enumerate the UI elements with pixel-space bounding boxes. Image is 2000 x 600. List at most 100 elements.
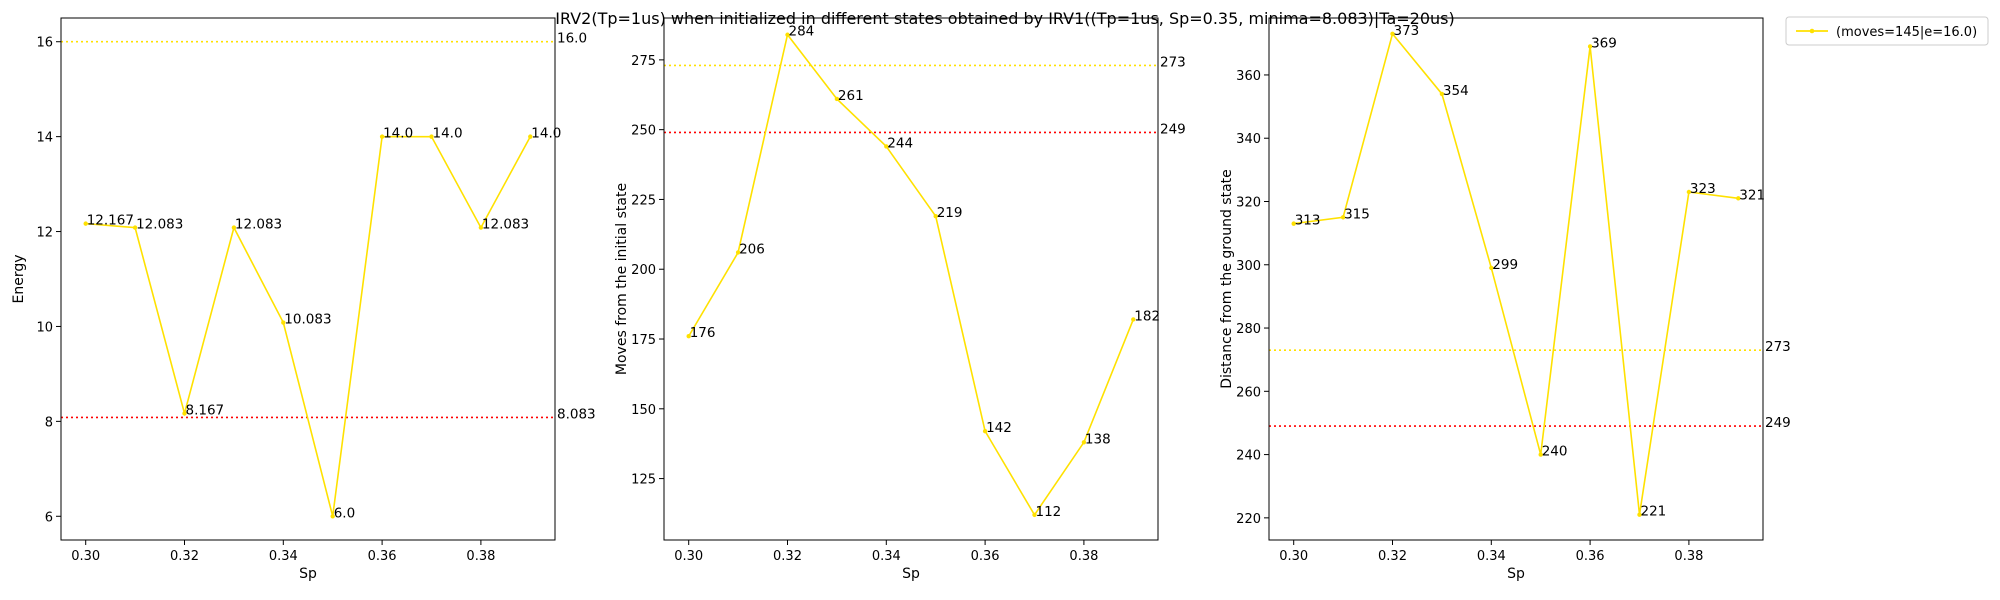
y-tick-label: 175 <box>631 333 656 348</box>
data-point <box>785 32 790 37</box>
y-tick-label: 260 <box>1236 385 1261 400</box>
data-point <box>735 250 741 255</box>
y-tick-label: 16 <box>36 36 53 51</box>
data-label: 12.083 <box>235 217 282 233</box>
data-point <box>1439 91 1445 97</box>
data-point <box>1736 196 1741 201</box>
x-tick-label: 0.30 <box>1279 549 1308 564</box>
data-point <box>478 225 484 230</box>
y-tick-label: 6 <box>45 510 53 525</box>
x-tick-label: 0.32 <box>1378 549 1407 564</box>
data-point <box>1390 31 1395 37</box>
data-label: 313 <box>1295 213 1321 229</box>
y-tick-label: 240 <box>1236 449 1261 464</box>
x-tick-label: 0.38 <box>1674 549 1703 564</box>
data-point <box>1081 440 1087 445</box>
legend-marker-sample <box>1809 28 1815 34</box>
data-label: 6.0 <box>334 505 355 521</box>
x-tick-label: 0.34 <box>1477 549 1506 564</box>
data-point <box>1538 452 1543 457</box>
x-axis-label: Sp <box>299 566 317 582</box>
data-label: 14.0 <box>433 126 463 142</box>
x-tick-label: 0.38 <box>466 549 495 564</box>
reference-line-label: 249 <box>1765 415 1791 431</box>
y-axis-label: Moves from the initial state <box>614 183 630 375</box>
axes-frame <box>663 17 1159 541</box>
x-tick-label: 0.30 <box>71 549 100 564</box>
y-tick-label: 14 <box>36 131 53 146</box>
data-label: 240 <box>1542 444 1568 460</box>
data-point <box>933 213 938 219</box>
data-point <box>83 221 88 226</box>
reference-line-label: 16.0 <box>557 31 587 47</box>
data-point <box>330 514 335 519</box>
data-point <box>1637 512 1642 517</box>
reference-line-label: 273 <box>1765 339 1791 355</box>
data-point <box>528 134 533 139</box>
series-line <box>85 135 532 517</box>
data-point <box>686 334 691 339</box>
y-tick-label: 340 <box>1236 132 1261 147</box>
data-label: 14.0 <box>383 126 413 142</box>
x-tick-label: 0.36 <box>971 549 1000 564</box>
data-label: 8.167 <box>186 402 225 418</box>
data-point <box>1291 221 1296 226</box>
data-label: 14.0 <box>531 126 561 142</box>
data-label: 369 <box>1591 35 1617 51</box>
data-point <box>834 96 840 102</box>
data-label: 244 <box>887 135 913 151</box>
x-tick-label: 0.34 <box>872 549 901 564</box>
y-tick-label: 275 <box>631 54 656 69</box>
chart-panel-2: 273 249 176 206 284 261 244 219 142 112 138 182 0.30… <box>614 17 1186 582</box>
data-label: 284 <box>789 24 815 40</box>
y-axis-label: Distance from the ground state <box>1219 169 1235 389</box>
data-label: 315 <box>1344 206 1370 222</box>
y-tick-label: 220 <box>1236 512 1261 527</box>
x-tick-label: 0.30 <box>674 549 703 564</box>
x-axis-label: Sp <box>1507 566 1525 582</box>
data-point <box>1131 317 1136 322</box>
data-point <box>884 144 889 149</box>
data-point <box>1489 265 1494 271</box>
legend-label: (moves=145|e=16.0) <box>1836 25 1977 40</box>
series-line <box>1293 32 1739 515</box>
data-label: 10.083 <box>284 312 331 328</box>
data-point <box>1587 44 1593 49</box>
data-point <box>182 411 187 416</box>
y-tick-label: 280 <box>1236 322 1261 337</box>
x-tick-label: 0.34 <box>269 549 298 564</box>
y-tick-label: 250 <box>631 124 656 139</box>
data-point <box>231 225 237 230</box>
data-label: 176 <box>690 325 716 341</box>
x-tick-label: 0.32 <box>170 549 199 564</box>
y-tick-label: 320 <box>1236 195 1261 210</box>
chart-panel-3: 273 249 313 315 373 354 299 240 369 221 323 321 0.30… <box>1219 17 1791 582</box>
data-point <box>1340 215 1346 220</box>
data-label: 219 <box>937 205 963 221</box>
data-label: 182 <box>1134 308 1160 324</box>
data-label: 12.083 <box>136 217 183 233</box>
data-label: 261 <box>838 88 864 104</box>
y-tick-label: 225 <box>631 193 656 208</box>
data-label: 299 <box>1492 257 1518 273</box>
y-tick-label: 200 <box>631 263 656 278</box>
y-tick-label: 360 <box>1236 69 1261 84</box>
legend: (moves=145|e=16.0) <box>1785 16 1989 46</box>
data-label: 221 <box>1641 504 1667 520</box>
axes-frame <box>1268 17 1764 541</box>
y-tick-label: 300 <box>1236 259 1261 274</box>
data-label: 373 <box>1394 23 1420 39</box>
y-tick-label: 125 <box>631 473 656 488</box>
x-tick-label: 0.32 <box>773 549 802 564</box>
reference-line-label: 8.083 <box>557 406 596 422</box>
data-point <box>1686 189 1692 195</box>
reference-line-label: 273 <box>1160 54 1186 70</box>
x-axis-label: Sp <box>902 566 920 582</box>
data-point <box>1032 512 1037 518</box>
x-tick-label: 0.36 <box>368 549 397 564</box>
y-tick-label: 12 <box>36 226 53 241</box>
x-tick-label: 0.36 <box>1576 549 1605 564</box>
